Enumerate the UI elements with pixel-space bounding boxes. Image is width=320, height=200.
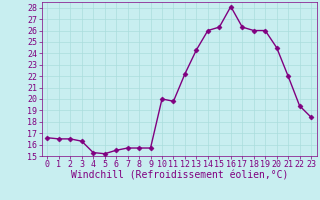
- X-axis label: Windchill (Refroidissement éolien,°C): Windchill (Refroidissement éolien,°C): [70, 171, 288, 181]
